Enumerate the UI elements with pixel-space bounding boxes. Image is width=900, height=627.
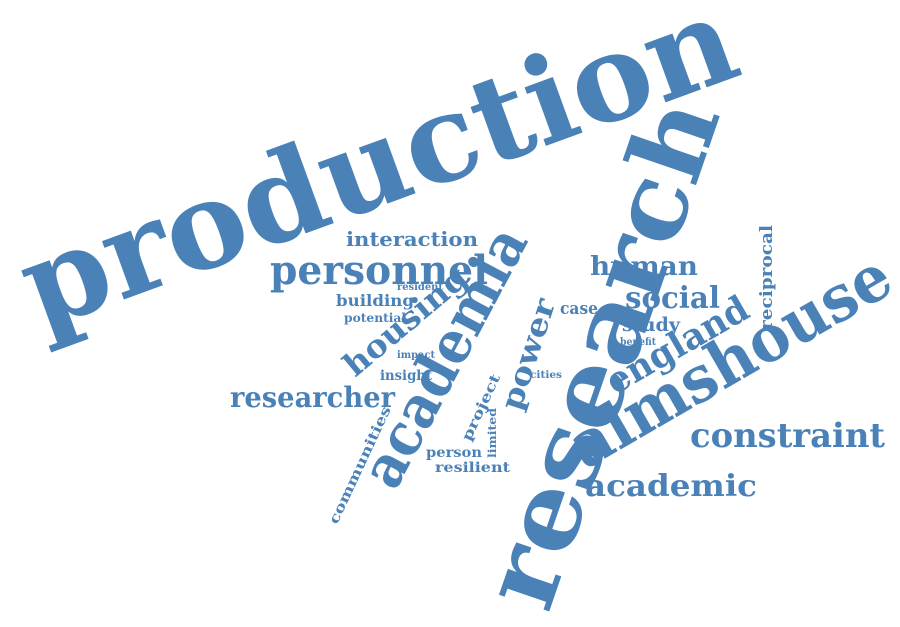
word-cities: cities xyxy=(530,370,562,381)
word-social: social xyxy=(625,281,720,316)
word-resident: resident xyxy=(397,282,443,293)
word-benefit: benefit xyxy=(620,337,656,348)
word-resilient: resilient xyxy=(435,460,511,476)
word-limited: limited xyxy=(486,408,499,458)
word-personnel: personnel xyxy=(270,247,488,294)
word-human: human xyxy=(590,252,698,282)
word-potential: potential xyxy=(344,311,406,325)
word-reciprocal: reciprocal xyxy=(757,224,777,330)
word-academic: academic xyxy=(585,469,757,504)
word-building: building xyxy=(336,291,414,310)
word-constraint: constraint xyxy=(690,416,885,456)
word-impact: impact xyxy=(397,350,435,361)
word-insight: insight xyxy=(380,368,432,384)
word-researcher: researcher xyxy=(230,381,396,414)
word-case: case xyxy=(560,299,598,319)
word-interaction: interaction xyxy=(346,227,478,251)
word-study: study xyxy=(622,314,681,336)
word-person: person xyxy=(426,445,482,461)
